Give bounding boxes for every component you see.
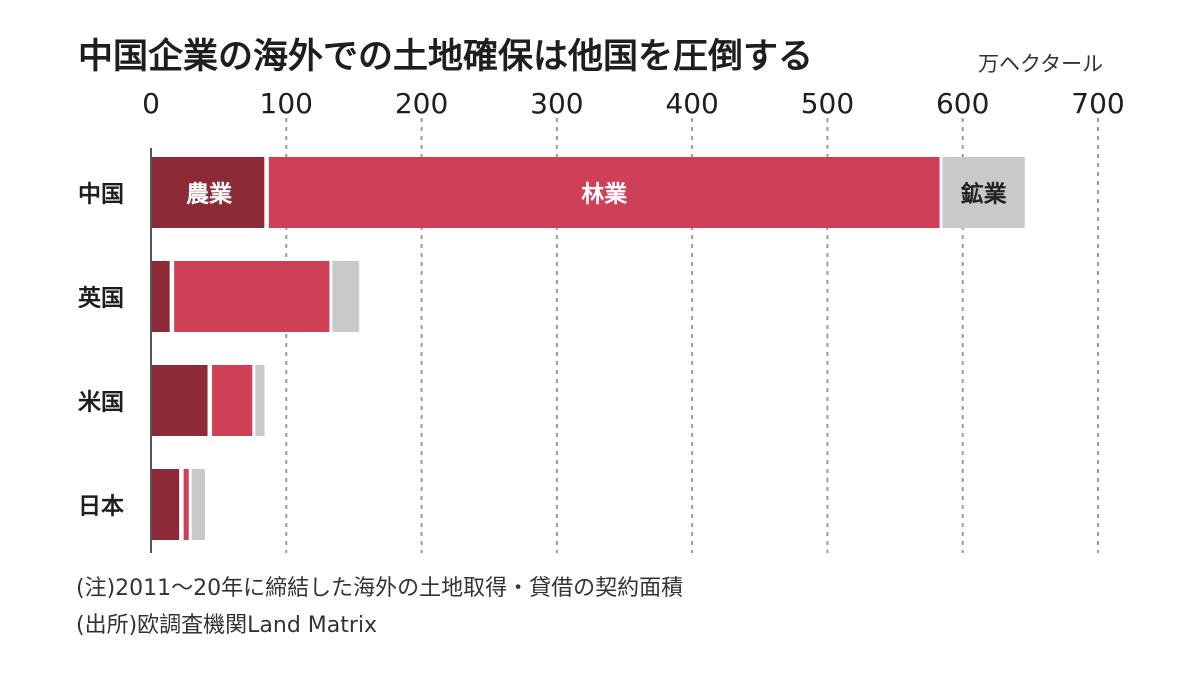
bar-segment-林業: [212, 365, 253, 436]
segment-label: 農業: [186, 181, 233, 208]
chart-title: 中国企業の海外での土地確保は他国を圧倒する: [78, 37, 814, 77]
x-tick-label: 0: [142, 87, 160, 120]
segment-label: 鉱業: [961, 181, 1008, 208]
chart-source: (出所)欧調査機関Land Matrix: [76, 613, 378, 638]
bar-segment-農業: [151, 261, 170, 332]
unit-label: 万ヘクタール: [978, 52, 1104, 76]
bar-segment-鉱業: [332, 261, 360, 332]
bar-segment-鉱業: [255, 365, 265, 436]
category-label: 米国: [78, 390, 124, 416]
x-tick-label: 100: [260, 87, 313, 120]
x-tick-label: 600: [936, 87, 989, 120]
x-tick-label: 300: [530, 87, 583, 120]
bar-segment-鉱業: [942, 157, 1025, 228]
category-label: 英国: [78, 285, 124, 312]
bar-segment-林業: [174, 261, 330, 332]
category-label: 日本: [78, 494, 124, 520]
x-tick-label: 500: [801, 87, 854, 120]
segment-label: 林業: [581, 181, 628, 208]
bar-segment-農業: [151, 157, 265, 228]
x-tick-label: 400: [665, 87, 718, 120]
bar-segment-農業: [151, 365, 208, 436]
x-tick-label: 200: [395, 87, 448, 120]
bar-segment-林業: [183, 469, 189, 540]
category-label: 中国: [78, 182, 124, 208]
x-tick-label: 700: [1071, 87, 1124, 120]
bar-segment-農業: [151, 469, 180, 540]
bar-segment-鉱業: [191, 469, 205, 540]
chart-note: (注)2011～20年に締結した海外の土地取得・貸借の契約面積: [76, 576, 684, 601]
bar-segment-林業: [268, 157, 940, 228]
